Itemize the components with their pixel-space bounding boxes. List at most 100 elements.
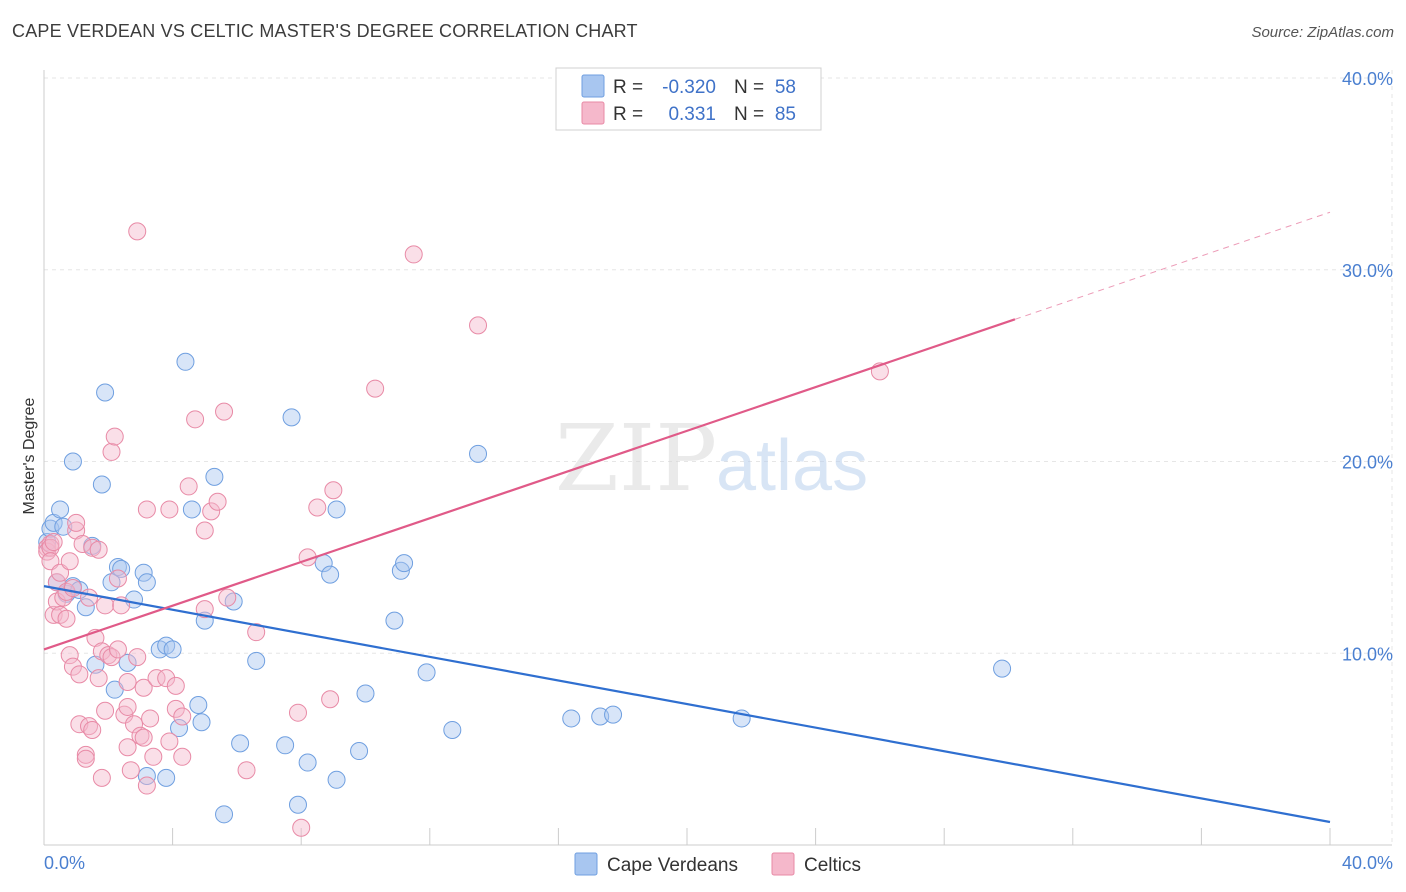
- point-celtic-46: [118, 738, 137, 757]
- point-cape-verdean-37: [231, 734, 250, 753]
- bottom-legend-label-0: Cape Verdeans: [607, 855, 738, 876]
- point-cape-verdean-38: [247, 651, 266, 670]
- point-celtic-9: [51, 563, 70, 582]
- point-celtic-77: [292, 818, 311, 837]
- legend-n-value-0: 58: [775, 77, 796, 98]
- point-celtic-61: [160, 500, 179, 519]
- point-cape-verdean-13: [92, 475, 111, 494]
- point-cape-verdean-48: [356, 684, 375, 703]
- point-cape-verdean-18: [112, 559, 131, 578]
- point-celtic-38: [102, 648, 121, 667]
- watermark-atlas: atlas: [716, 426, 868, 506]
- axes: [43, 828, 1392, 846]
- trend-line-celtic: [43, 318, 1016, 651]
- point-cape-verdean-52: [417, 663, 436, 682]
- point-celtic-14: [60, 552, 79, 571]
- trend-line-cape-verdean: [43, 585, 1331, 824]
- y-tick-label-2: 30.0%: [1342, 261, 1393, 281]
- point-celtic-55: [137, 500, 156, 519]
- legend-r-label-0: R =: [613, 77, 643, 98]
- point-cape-verdean-41: [288, 795, 307, 814]
- bottom-legend-swatch-0: [574, 852, 598, 876]
- point-cape-verdean-44: [321, 565, 340, 584]
- point-celtic-5: [44, 533, 63, 552]
- point-celtic-81: [324, 481, 343, 500]
- trend-line-celtic-extension: [1014, 211, 1331, 320]
- point-celtic-84: [469, 316, 488, 335]
- legend: R = -0.320 N = 58 R = 0.331 N = 85: [555, 67, 822, 131]
- point-celtic-63: [166, 676, 185, 695]
- legend-r-value-1: 0.331: [668, 104, 716, 125]
- bottom-legend: Cape Verdeans Celtics: [574, 852, 861, 876]
- tick-labels: 10.0% 20.0% 30.0% 40.0% 0.0% 40.0%: [44, 69, 1393, 873]
- point-celtic-47: [121, 761, 140, 780]
- point-celtic-4: [41, 552, 60, 571]
- point-celtic-17: [63, 579, 82, 598]
- grid-lines: [43, 70, 1393, 845]
- point-celtic-45: [118, 697, 137, 716]
- legend-n-value-1: 85: [775, 104, 796, 125]
- point-celtic-21: [70, 665, 89, 684]
- point-celtic-73: [218, 588, 237, 607]
- point-celtic-66: [179, 477, 198, 496]
- point-celtic-32: [92, 768, 111, 787]
- point-celtic-24: [76, 749, 95, 768]
- point-cape-verdean-29: [176, 352, 195, 371]
- point-celtic-27: [83, 720, 102, 739]
- point-cape-verdean-28: [170, 719, 189, 738]
- point-celtic-28: [83, 538, 102, 557]
- legend-swatch-1: [581, 101, 605, 125]
- point-cape-verdean-27: [163, 640, 182, 659]
- point-celtic-40: [108, 640, 127, 659]
- point-celtic-23: [76, 745, 95, 764]
- point-cape-verdean-49: [385, 611, 404, 630]
- point-celtic-19: [67, 513, 86, 532]
- point-cape-verdean-40: [282, 408, 301, 427]
- point-celtic-26: [80, 588, 99, 607]
- point-celtic-50: [128, 648, 147, 667]
- point-cape-verdean-26: [157, 768, 176, 787]
- chart-title: CAPE VERDEAN VS CELTIC MASTER'S DEGREE C…: [12, 21, 638, 41]
- legend-swatch-0: [581, 74, 605, 98]
- point-celtic-52: [134, 728, 153, 747]
- point-cape-verdean-35: [215, 805, 234, 824]
- watermark: ZIP atlas: [555, 405, 868, 512]
- point-cape-verdean-7: [63, 452, 82, 471]
- point-cape-verdean-59: [993, 659, 1012, 678]
- point-celtic-48: [125, 715, 144, 734]
- point-celtic-79: [308, 498, 327, 517]
- point-celtic-49: [128, 222, 147, 241]
- legend-n-label-0: N =: [734, 77, 764, 98]
- point-celtic-72: [215, 402, 234, 421]
- trend-lines: [43, 211, 1331, 824]
- point-celtic-15: [60, 646, 79, 665]
- point-celtic-16: [63, 657, 82, 676]
- point-celtic-31: [89, 669, 108, 688]
- point-cape-verdean-47: [350, 742, 369, 761]
- watermark-zip: ZIP: [555, 405, 717, 512]
- legend-r-label-1: R =: [613, 104, 643, 125]
- point-celtic-68: [195, 600, 214, 619]
- point-celtic-57: [144, 747, 163, 766]
- point-celtic-64: [173, 747, 192, 766]
- point-cape-verdean-0: [38, 533, 57, 552]
- point-celtic-8: [47, 573, 66, 592]
- point-cape-verdean-10: [76, 598, 95, 617]
- point-celtic-53: [134, 678, 153, 697]
- point-celtic-22: [73, 534, 92, 553]
- x-tick-label-min: 0.0%: [44, 853, 85, 873]
- point-celtic-74: [237, 761, 256, 780]
- data-points: [38, 222, 1012, 837]
- point-cape-verdean-39: [276, 736, 295, 755]
- point-celtic-35: [96, 701, 115, 720]
- point-celtic-82: [366, 379, 385, 398]
- point-celtic-67: [186, 410, 205, 429]
- point-celtic-70: [202, 502, 221, 521]
- point-celtic-58: [147, 669, 166, 688]
- point-celtic-12: [57, 609, 76, 628]
- point-celtic-75: [247, 623, 266, 642]
- point-cape-verdean-42: [298, 753, 317, 772]
- point-cape-verdean-45: [327, 770, 346, 789]
- bottom-legend-label-1: Celtics: [804, 855, 861, 876]
- bottom-legend-swatch-1: [771, 852, 795, 876]
